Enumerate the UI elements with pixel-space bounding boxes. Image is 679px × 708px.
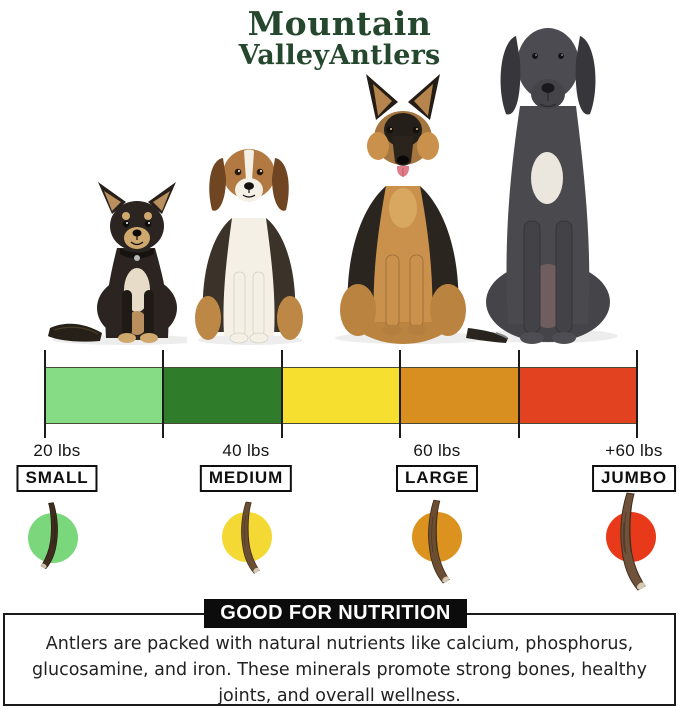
weight-label: +60 lbs xyxy=(605,441,663,460)
great-dane-dog-illustration xyxy=(478,28,618,344)
weight-scale-bar xyxy=(45,367,637,424)
size-label-box: LARGE xyxy=(396,465,478,492)
brand-name-line1: Mountain xyxy=(247,4,432,43)
size-group-small: 20 lbs SMALL xyxy=(16,441,98,492)
antler-chew-medium-icon xyxy=(241,501,260,574)
scale-tick xyxy=(162,350,164,438)
antler-chew-large-icon xyxy=(428,499,450,584)
antler-chew-small-icon xyxy=(40,502,58,570)
weight-label: 40 lbs xyxy=(222,441,270,460)
brand-logo: Mountain ValleyAntlers xyxy=(0,6,679,70)
size-group-medium: 40 lbs MEDIUM xyxy=(199,441,293,492)
antler-chew-jumbo-icon xyxy=(620,492,646,591)
nutrition-line: joints, and overall wellness. xyxy=(218,686,461,706)
scale-tick xyxy=(518,350,520,438)
nutrition-text: Antlers are packed with natural nutrient… xyxy=(0,631,679,708)
size-label-box: MEDIUM xyxy=(199,465,293,492)
size-label-box: JUMBO xyxy=(592,465,676,492)
nutrition-banner: GOOD FOR NUTRITION xyxy=(204,599,467,628)
german-shepherd-dog-illustration xyxy=(335,74,508,344)
scale-segment-4 xyxy=(400,368,518,423)
scale-segment-1 xyxy=(46,368,164,423)
scale-tick xyxy=(281,350,283,438)
scale-tick xyxy=(399,350,401,438)
weight-label: 60 lbs xyxy=(413,441,461,460)
scale-tick xyxy=(44,350,46,438)
size-group-jumbo: +60 lbs JUMBO xyxy=(592,441,676,492)
beagle-dog-illustration xyxy=(195,149,303,345)
weight-label: 20 lbs xyxy=(33,441,81,460)
size-label-box: SMALL xyxy=(16,465,98,492)
nutrition-box xyxy=(3,613,676,706)
scale-segment-5 xyxy=(518,368,636,423)
nutrition-line: Antlers are packed with natural nutrient… xyxy=(45,634,634,654)
scale-tick xyxy=(636,350,638,438)
nutrition-line: glucosamine, and iron. These minerals pr… xyxy=(32,660,647,680)
chihuahua-dog-illustration xyxy=(48,182,187,345)
scale-segment-2 xyxy=(164,368,282,423)
size-group-large: 60 lbs LARGE xyxy=(396,441,478,492)
scale-segment-3 xyxy=(282,368,400,423)
brand-name-line2: ValleyAntlers xyxy=(238,40,441,71)
